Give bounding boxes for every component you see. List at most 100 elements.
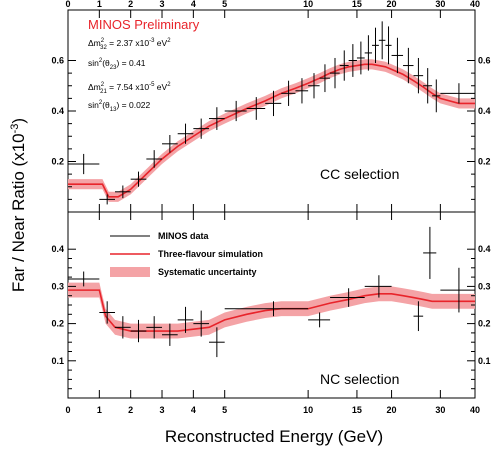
- nc-data-point: [115, 316, 131, 339]
- nc-data-point: [308, 312, 331, 328]
- cc-data-point: [209, 107, 225, 130]
- preliminary-label: MINOS Preliminary: [88, 17, 200, 32]
- xtick-label-bottom: 15: [352, 405, 362, 415]
- cc-data-point: [295, 78, 309, 104]
- cc-panel-frame: [67, 9, 476, 213]
- cc-data-point: [130, 171, 147, 187]
- cc-data-point: [68, 153, 100, 175]
- xtick-label-top: 40: [470, 0, 480, 9]
- cc-data-point: [339, 50, 349, 81]
- xtick-label-top: 1: [97, 0, 102, 9]
- nc-ytick-label-left: 0.1: [51, 356, 64, 366]
- nc-ytick-label-right: 0.1: [478, 356, 491, 366]
- nc-data-point: [162, 323, 178, 346]
- oscillation-parameter: sin2(θ23) = 0.41: [88, 58, 146, 71]
- legend-swatch-band: [110, 267, 150, 277]
- oscillation-parameter: sin2(θ13) = 0.022: [88, 100, 151, 113]
- xtick-label-bottom: 3: [160, 405, 165, 415]
- cc-ytick-label-right: 0.6: [478, 56, 491, 66]
- cc-data-point: [162, 134, 178, 153]
- xtick-label-bottom: 40: [470, 405, 480, 415]
- cc-data-point: [177, 123, 194, 144]
- cc-data-point: [356, 41, 365, 75]
- xtick-label-bottom: 2: [128, 405, 133, 415]
- nc-data-point: [99, 301, 116, 324]
- cc-ytick-label-left: 0.6: [51, 56, 64, 66]
- cc-data-point: [281, 80, 296, 106]
- cc-data-point: [193, 118, 210, 139]
- y-axis-title-exponent: -3: [9, 124, 21, 134]
- nc-ytick-label-left: 0.3: [51, 281, 64, 291]
- nc-data-point: [68, 271, 100, 287]
- cc-data-point: [391, 37, 404, 74]
- xtick-label-bottom: 0: [65, 405, 70, 415]
- cc-data-point: [224, 100, 247, 122]
- xtick-label-top: 30: [435, 0, 445, 9]
- xtick-label-bottom: 10: [303, 405, 313, 415]
- oscillation-parameter: Δm2 21 = 7.54 x10-5 eV2: [88, 82, 171, 95]
- oscillation-parameters: Δm2 32 = 2.37 x10-3 eV2 sin2(θ23) = 0.41 Δm…: [88, 38, 171, 113]
- oscillation-parameter: Δm2 32 = 2.37 x10-3 eV2: [88, 38, 171, 51]
- nc-panel: [68, 226, 475, 358]
- xtick-label-top: 0: [65, 0, 70, 9]
- xtick-label-top: 15: [352, 0, 362, 9]
- xtick-label-top: 5: [222, 0, 227, 9]
- axis-ticks: 0.2 0.2 0.4 0.4 0.6 0.6 0.1 0.1 0.2 0.2 0.3 0.3 0.4 0…: [51, 0, 490, 415]
- cc-data-point: [403, 47, 414, 84]
- nc-data-point: [413, 301, 424, 332]
- cc-data-point: [246, 97, 266, 120]
- cc-ytick-label-right: 0.2: [478, 157, 491, 167]
- xtick-label-bottom: 1: [97, 405, 102, 415]
- legend-label: Three-flavour simulation: [158, 249, 263, 259]
- nc-data-point: [193, 310, 210, 337]
- cc-ytick-label-left: 0.2: [51, 157, 64, 167]
- nc-ytick-label-right: 0.2: [478, 319, 491, 329]
- nc-ytick-label-right: 0.3: [478, 281, 491, 291]
- x-axis-title: Reconstructed Energy (GeV): [165, 427, 383, 446]
- cc-data-point: [385, 26, 392, 65]
- xtick-label-bottom: 30: [435, 405, 445, 415]
- cc-data-point: [308, 73, 320, 99]
- cc-data-point: [99, 194, 116, 205]
- nc-selection-label: NC selection: [320, 371, 399, 387]
- cc-data-point: [372, 27, 379, 64]
- cc-data-point: [319, 64, 331, 93]
- nc-data-point: [330, 288, 365, 307]
- nc-ytick-label-right: 0.4: [478, 244, 491, 254]
- cc-data-point: [265, 90, 282, 117]
- xtick-label-bottom: 5: [222, 405, 227, 415]
- y-axis-title-close: ): [9, 118, 28, 124]
- cc-data-point: [440, 83, 475, 104]
- nc-ytick-label-left: 0.2: [51, 319, 64, 329]
- nc-data-point: [146, 316, 163, 339]
- cc-data-point: [330, 57, 340, 89]
- cc-data-point: [115, 185, 131, 199]
- cc-data-point: [378, 21, 386, 60]
- nc-data-point: [177, 306, 194, 333]
- nc-ytick-label-left: 0.4: [51, 244, 64, 254]
- nc-data-point: [209, 327, 225, 358]
- y-axis-title: Far / Near Ratio (x10-3): [9, 118, 28, 292]
- cc-data-point: [348, 44, 357, 77]
- xtick-label-bottom: 20: [387, 405, 397, 415]
- cc-data-point: [432, 79, 441, 113]
- xtick-label-top: 2: [128, 0, 133, 9]
- cc-data-point: [146, 150, 163, 168]
- nc-data-point: [364, 275, 392, 298]
- legend-label: MINOS data: [158, 231, 210, 241]
- cc-data-point: [364, 35, 373, 71]
- nc-data-point: [130, 319, 147, 343]
- cc-ytick-label-right: 0.4: [478, 106, 491, 116]
- xtick-label-top: 10: [303, 0, 313, 9]
- legend: MINOS data Three-flavour simulation System…: [110, 231, 263, 277]
- nc-data-point: [440, 267, 475, 313]
- xtick-label-top: 3: [160, 0, 165, 9]
- cc-data-point: [423, 68, 433, 104]
- cc-panel: [68, 21, 475, 205]
- nc-data-point: [224, 301, 309, 317]
- cc-data-point: [413, 57, 424, 94]
- xtick-label-top: 4: [191, 0, 196, 9]
- xtick-label-bottom: 4: [191, 405, 196, 415]
- cc-selection-label: CC selection: [320, 166, 399, 182]
